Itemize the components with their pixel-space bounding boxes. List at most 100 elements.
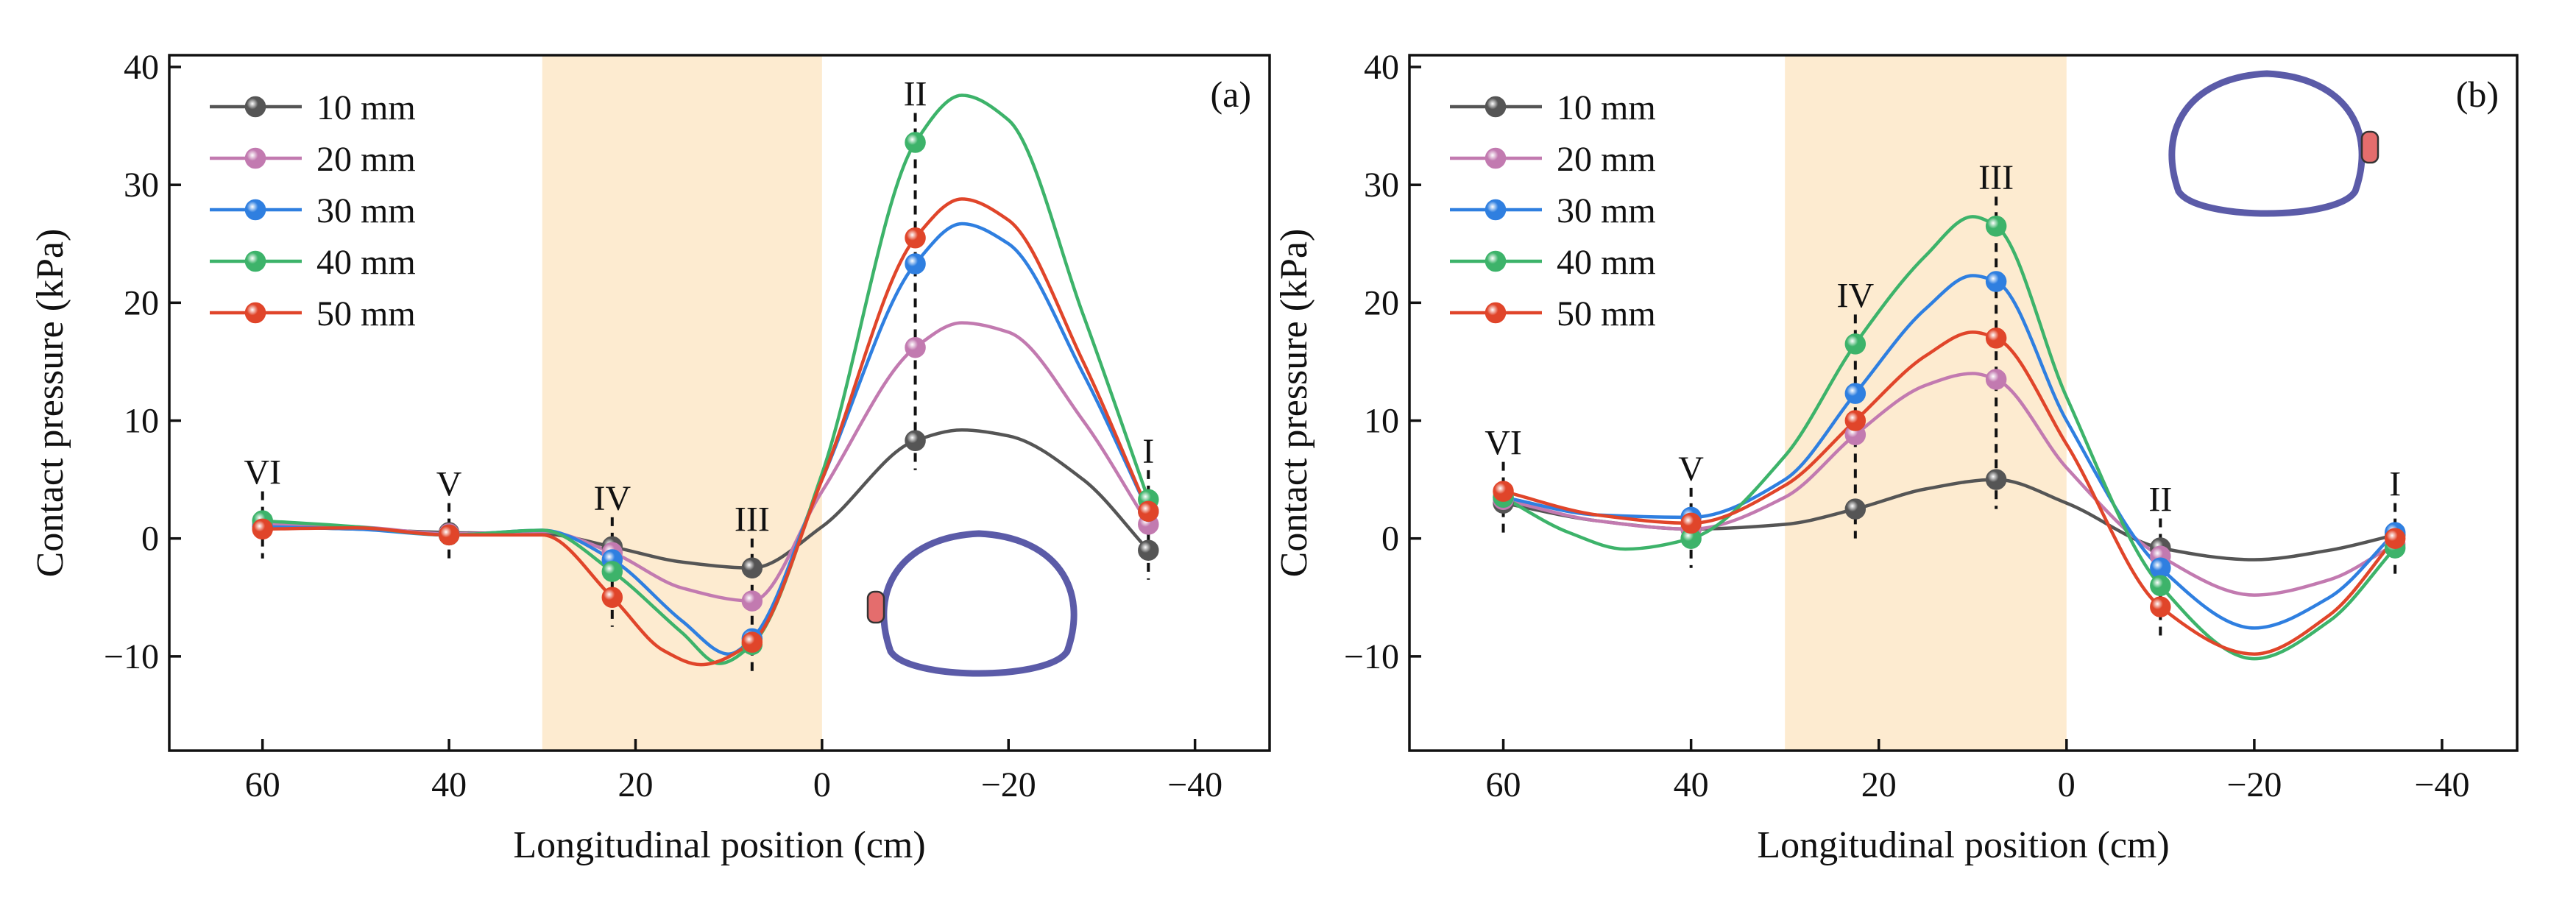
y-tick-label: 40 bbox=[124, 48, 159, 87]
legend-label: 20 mm bbox=[316, 140, 416, 179]
panel-label: (b) bbox=[2456, 74, 2499, 115]
legend-marker bbox=[1485, 250, 1507, 272]
y-tick-label: 30 bbox=[124, 166, 159, 205]
section-label-ii: II bbox=[2148, 481, 2172, 520]
data-point bbox=[1985, 369, 2007, 390]
y-tick-label: −10 bbox=[104, 637, 159, 676]
data-point bbox=[905, 227, 926, 249]
data-point bbox=[2150, 575, 2171, 597]
x-axis-label: Longitudinal position (cm) bbox=[1757, 824, 2169, 866]
legend-label: 30 mm bbox=[316, 191, 416, 230]
legend-marker bbox=[244, 302, 266, 324]
data-point bbox=[2150, 557, 2171, 578]
y-tick-label: 40 bbox=[1364, 48, 1399, 87]
legend-label: 50 mm bbox=[1557, 294, 1656, 333]
data-point bbox=[1844, 333, 1866, 355]
data-point bbox=[741, 631, 763, 653]
legend-label: 20 mm bbox=[1557, 140, 1656, 179]
legend-marker bbox=[1485, 147, 1507, 169]
data-point bbox=[1985, 215, 2007, 237]
shaded-region bbox=[1785, 55, 2067, 751]
x-tick-label: 20 bbox=[1861, 765, 1897, 804]
data-point bbox=[1844, 498, 1866, 520]
tunnel-section-icon bbox=[2168, 70, 2379, 217]
sensor-marker bbox=[866, 590, 885, 624]
data-point bbox=[905, 253, 926, 275]
data-point bbox=[905, 336, 926, 358]
section-label-i: I bbox=[1142, 432, 1154, 471]
section-label-iii: III bbox=[1978, 158, 2014, 197]
tunnel-outline bbox=[880, 530, 1078, 677]
y-tick-label: 0 bbox=[1381, 520, 1399, 559]
data-point bbox=[2150, 596, 2171, 617]
data-point bbox=[1985, 271, 2007, 292]
x-tick-label: 20 bbox=[618, 765, 653, 804]
legend-marker bbox=[244, 96, 266, 118]
x-tick-label: 40 bbox=[431, 765, 467, 804]
legend-label: 10 mm bbox=[1557, 88, 1656, 127]
section-label-iv: IV bbox=[1836, 276, 1874, 315]
legend-marker bbox=[244, 250, 266, 272]
data-point bbox=[1680, 512, 1702, 534]
data-point bbox=[905, 132, 926, 153]
x-tick-label: 40 bbox=[1674, 765, 1709, 804]
data-point bbox=[1138, 539, 1159, 561]
section-label-vi: VI bbox=[244, 453, 281, 492]
axes-frame bbox=[1408, 54, 2519, 752]
tunnel-section-icon bbox=[866, 530, 1078, 677]
data-point bbox=[1985, 469, 2007, 490]
x-tick-label: 0 bbox=[813, 765, 831, 804]
legend-marker bbox=[1485, 302, 1507, 324]
y-tick-label: 10 bbox=[1364, 402, 1399, 441]
y-tick-label: 20 bbox=[1364, 283, 1399, 322]
series-line-50mm bbox=[262, 197, 1150, 667]
data-point bbox=[438, 524, 460, 546]
section-label-i: I bbox=[2389, 465, 2401, 504]
section-label-v: V bbox=[436, 465, 462, 504]
data-point bbox=[601, 561, 623, 582]
legend-label: 40 mm bbox=[316, 243, 416, 282]
data-point bbox=[1985, 327, 2007, 349]
legend: 10 mm 20 mm 30 mm 40 mm 50 mm bbox=[1450, 88, 1656, 333]
x-tick-label: 0 bbox=[2058, 765, 2076, 804]
data-point bbox=[601, 587, 623, 609]
data-point bbox=[2384, 528, 2406, 549]
y-tick-label: −10 bbox=[1344, 637, 1399, 676]
data-point bbox=[905, 430, 926, 452]
panel-label: (a) bbox=[1211, 74, 1252, 115]
legend-label: 10 mm bbox=[316, 88, 416, 127]
y-tick-label: 20 bbox=[124, 283, 159, 322]
x-axis-label: Longitudinal position (cm) bbox=[513, 824, 925, 866]
series-line-40mm bbox=[1502, 215, 2396, 661]
legend-marker bbox=[1485, 96, 1507, 118]
legend-marker bbox=[1485, 199, 1507, 221]
y-axis-label: Contact pressure (kPa) bbox=[29, 229, 71, 578]
data-point bbox=[1493, 481, 1514, 502]
section-label-v: V bbox=[1678, 450, 1704, 489]
data-point bbox=[741, 557, 763, 578]
data-point bbox=[1138, 500, 1159, 523]
section-label-iii: III bbox=[735, 500, 770, 539]
data-point bbox=[741, 590, 763, 612]
y-tick-label: 0 bbox=[141, 520, 159, 559]
data-point bbox=[1844, 410, 1866, 431]
legend-marker bbox=[244, 147, 266, 169]
section-label-ii: II bbox=[904, 75, 927, 114]
x-tick-label: 60 bbox=[245, 765, 280, 804]
x-tick-label: −40 bbox=[2414, 765, 2469, 804]
legend: 10 mm 20 mm 30 mm 40 mm 50 mm bbox=[210, 88, 416, 333]
x-tick-label: −20 bbox=[2226, 765, 2282, 804]
legend-label: 50 mm bbox=[316, 294, 416, 333]
legend-marker bbox=[244, 199, 266, 221]
tunnel-outline bbox=[2168, 70, 2366, 217]
x-tick-label: −40 bbox=[1167, 765, 1222, 804]
legend-label: 30 mm bbox=[1557, 191, 1656, 230]
y-tick-label: 30 bbox=[1364, 166, 1399, 205]
legend-label: 40 mm bbox=[1557, 243, 1656, 282]
data-point bbox=[1844, 383, 1866, 404]
axes-frame bbox=[168, 54, 1271, 752]
sensor-marker bbox=[2360, 130, 2379, 164]
